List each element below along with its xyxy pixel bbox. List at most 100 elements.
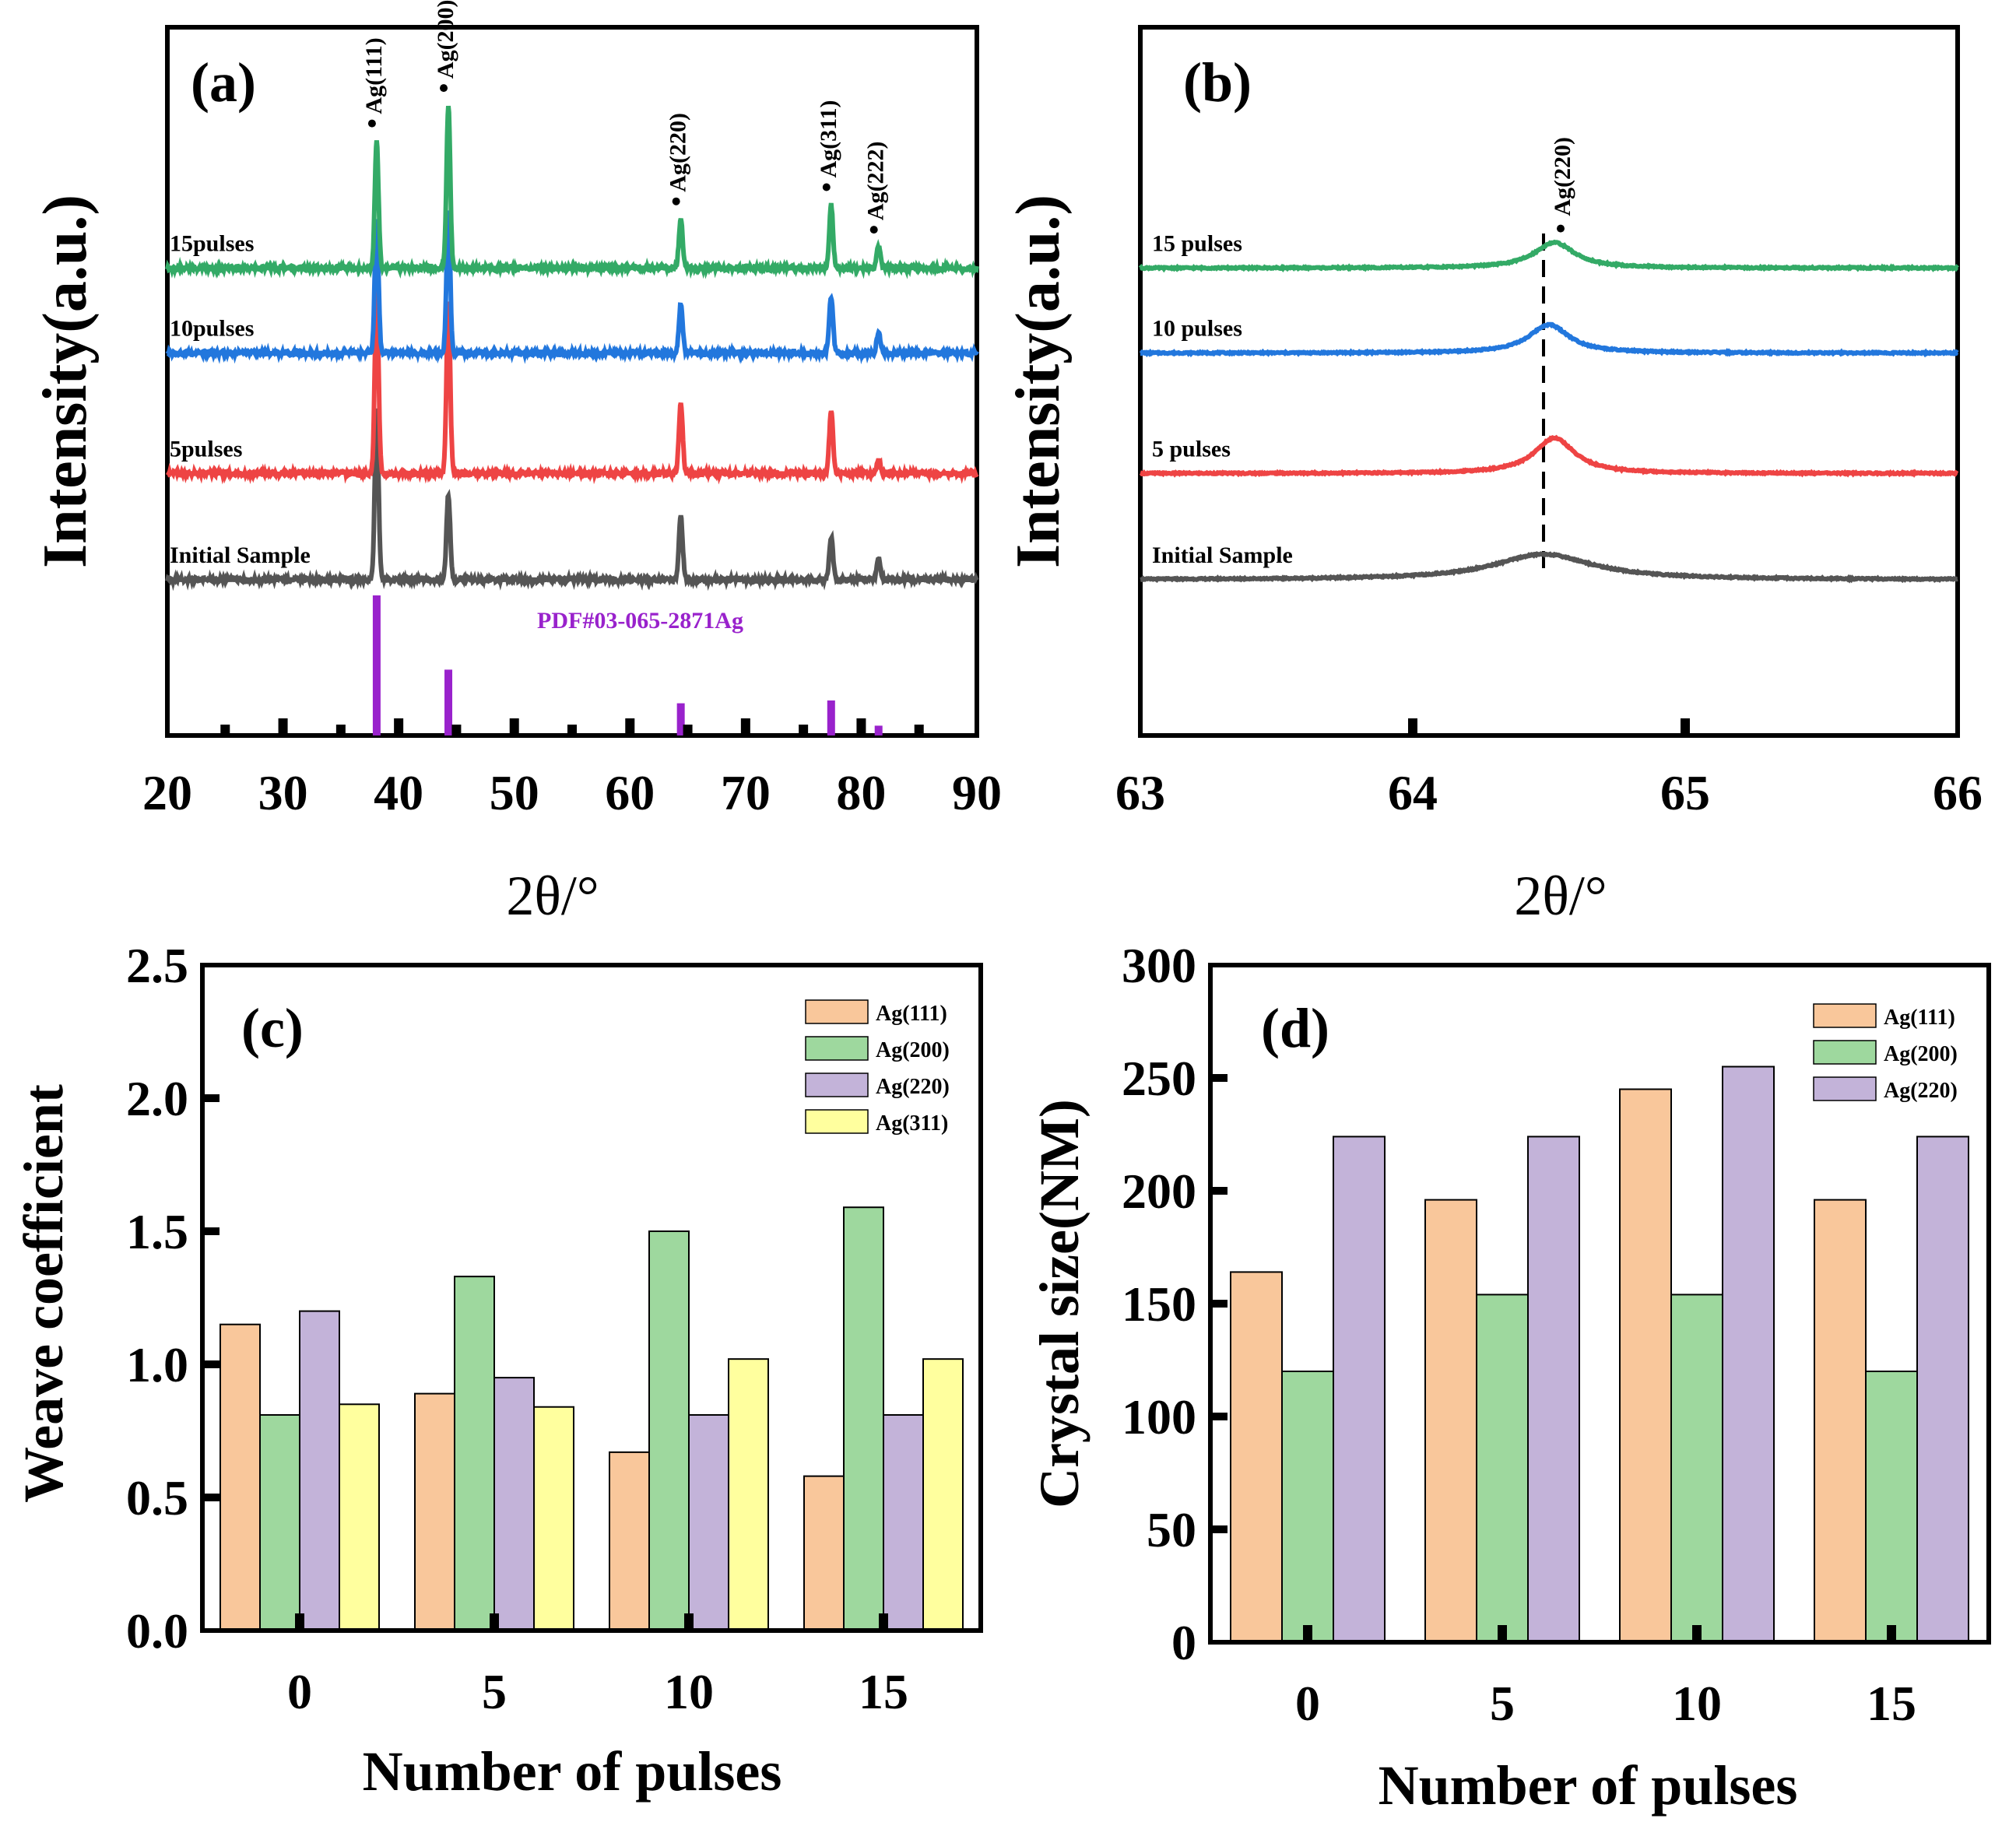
panel-b-x-tick-label: 66	[1933, 765, 1983, 820]
panel-c-legend: Ag(111) Ag(200) Ag(220) Ag(311)	[805, 999, 950, 1136]
panel-d-bar-ag200-0	[1281, 1371, 1334, 1643]
panel-a-reference	[372, 595, 883, 735]
panel-c-bar-ag311-0	[339, 1403, 380, 1632]
panel-b-peak-dot	[1557, 224, 1565, 233]
panel-d-y-axis-title: Crystal size(NM)	[1028, 1099, 1091, 1508]
panel-c-tag: (c)	[241, 997, 304, 1059]
panel-a-curve-1	[166, 287, 979, 485]
panel-a-x-tick-label: 20	[142, 765, 192, 820]
panel-b-series-label-0: Initial Sample	[1152, 542, 1293, 568]
panel-a-series-label-0: Initial Sample	[170, 542, 311, 568]
panel-b: (b) Initial Sample 5 pulses 10 pulses 15 pu…	[1004, 25, 1983, 927]
panel-b-curve-1	[1139, 434, 1959, 478]
panel-d-bar-ag111-10	[1619, 1088, 1672, 1643]
panel-c-bar-ag111-10	[609, 1451, 650, 1631]
panel-c-x-tick-label: 10	[664, 1664, 714, 1719]
panel-b-x-tick-label: 64	[1388, 765, 1438, 820]
panel-c-legend-swatch-2	[805, 1072, 869, 1097]
panel-a-peak-label-2: Ag(220)	[666, 113, 691, 192]
panel-c-legend-swatch-0	[805, 999, 869, 1024]
panel-d-bar-ag220-0	[1333, 1136, 1386, 1643]
panel-c-legend-swatch-3	[805, 1109, 869, 1134]
panel-b-series-label-2: 10 pulses	[1152, 316, 1242, 342]
panel-c-legend-label-0: Ag(111)	[876, 1002, 947, 1026]
panel-b-tag: (b)	[1183, 51, 1252, 114]
panel-b-curve-0	[1140, 551, 1958, 584]
panel-a-peak-dot-4	[869, 226, 878, 234]
panel-b-x-tick-label: 65	[1660, 765, 1710, 820]
panel-b-curve-2	[1139, 321, 1959, 358]
panel-a-x-tick-label: 30	[258, 765, 308, 820]
panel-d-y-tick-label: 0	[1171, 1615, 1196, 1670]
panel-c-y-tick-label: 0.5	[126, 1470, 188, 1525]
panel-c-x-tick-label: 15	[859, 1664, 908, 1719]
panel-b-curve-3	[1138, 239, 1959, 273]
panel-c-bar-ag311-5	[533, 1406, 574, 1631]
panel-a-x-axis-title: 2θ/°	[506, 865, 599, 927]
panel-d-bar-ag200-15	[1865, 1371, 1918, 1643]
panel-d-x-tick-label: 10	[1672, 1676, 1722, 1731]
panel-c-bars	[220, 1206, 964, 1632]
panel-b-curves: Initial Sample 5 pulses 10 pulses 15 pulses…	[1138, 137, 1959, 584]
panel-c-y-tick-label: 2.5	[126, 938, 188, 993]
panel-b-peak-label: Ag(220)	[1550, 137, 1575, 216]
panel-c-bar-ag111-5	[414, 1392, 455, 1631]
panel-d-y-tick-label: 300	[1122, 938, 1196, 993]
panel-a-tag: (a)	[191, 51, 256, 114]
panel-a-curves: Initial Sample 5pulses 10pulses 15pulses Ag(…	[165, 0, 979, 592]
panel-b-series-label-3: 15 pulses	[1152, 230, 1242, 256]
panel-c-y-axis-title: Weave coefficient	[12, 1084, 75, 1503]
panel-a-reference-label: PDF#03-065-2871Ag	[537, 608, 743, 634]
panel-a-x-tick-label: 80	[836, 765, 886, 820]
panel-b-x-axis-title: 2θ/°	[1514, 865, 1607, 927]
panel-a-x-tick-label: 50	[490, 765, 539, 820]
panel-d-bar-ag200-5	[1476, 1294, 1529, 1644]
panel-d-x-tick-label: 5	[1490, 1676, 1515, 1731]
panel-d-bar-ag220-15	[1916, 1136, 1969, 1643]
panel-a-series-label-2: 10pulses	[170, 316, 254, 342]
panel-c-y-tick-label: 2.0	[126, 1071, 188, 1126]
panel-d-legend-swatch-2	[1813, 1076, 1877, 1101]
panel-b-series-label-1: 5 pulses	[1152, 436, 1231, 462]
panel-a-series-label-3: 15pulses	[170, 230, 254, 256]
panel-a-x-tick-label: 70	[721, 765, 771, 820]
panel-c-bar-ag220-10	[688, 1413, 729, 1631]
panel-c-legend-label-1: Ag(200)	[876, 1038, 950, 1062]
panel-d-legend-label-2: Ag(220)	[1884, 1079, 1958, 1103]
panel-d-y-tick-label: 250	[1122, 1051, 1196, 1106]
panel-c-y-tick-label: 0.0	[126, 1603, 188, 1659]
panel-c-bar-ag111-0	[220, 1323, 261, 1631]
panel-c-legend-label-3: Ag(311)	[876, 1111, 948, 1136]
panel-c-legend-swatch-1	[805, 1036, 869, 1061]
panel-c-x-tick-label: 0	[287, 1664, 312, 1719]
panel-a-reference-stick-3	[827, 700, 835, 735]
panel-a-x-tick-label: 60	[605, 765, 655, 820]
panel-b-y-axis-title: Intensity(a.u.)	[1004, 195, 1073, 568]
panel-d-legend-swatch-0	[1813, 1003, 1877, 1028]
panel-a-peak-label-1: Ag(200)	[433, 0, 458, 79]
panel-c-bar-ag220-0	[299, 1310, 340, 1631]
panel-d-bar-ag111-5	[1424, 1199, 1477, 1643]
panel-d-bar-ag200-10	[1670, 1294, 1723, 1644]
panel-c-bar-ag311-10	[728, 1358, 769, 1632]
panel-b-frame	[1138, 25, 1960, 738]
panel-d-axes: 0 50 100 150 200 250 300 0 5 10 15	[1122, 938, 1916, 1731]
panel-a-peak-label-3: Ag(311)	[816, 100, 841, 178]
panel-b-x-ticks: 63 64 65 66	[1115, 718, 1983, 820]
panel-d-y-tick-label: 150	[1122, 1276, 1196, 1332]
panel-a-peak-dot-3	[822, 183, 831, 191]
panel-d-legend-label-1: Ag(200)	[1884, 1042, 1958, 1066]
panel-d-tag: (d)	[1261, 997, 1329, 1059]
panel-c-bar-ag200-15	[843, 1206, 884, 1631]
panel-c-frame	[200, 963, 983, 1633]
panel-c-axes: 0.0 0.5 1.0 1.5 2.0 2.5 0 5 10 15	[126, 938, 908, 1719]
panel-d-y-tick-label: 100	[1122, 1389, 1196, 1445]
panel-c-bar-ag200-5	[454, 1276, 495, 1631]
panel-c-x-tick-label: 5	[482, 1664, 507, 1719]
panel-c-bar-ag220-5	[493, 1377, 535, 1631]
panel-a-curve-2	[165, 210, 979, 365]
panel-d-legend-swatch-1	[1813, 1040, 1877, 1065]
panel-a: (a) Initial Sample 5pulses 10pulses 15pulse…	[31, 0, 1002, 927]
panel-a-reference-stick-2	[676, 703, 685, 735]
panel-a-curve-3	[165, 105, 979, 279]
